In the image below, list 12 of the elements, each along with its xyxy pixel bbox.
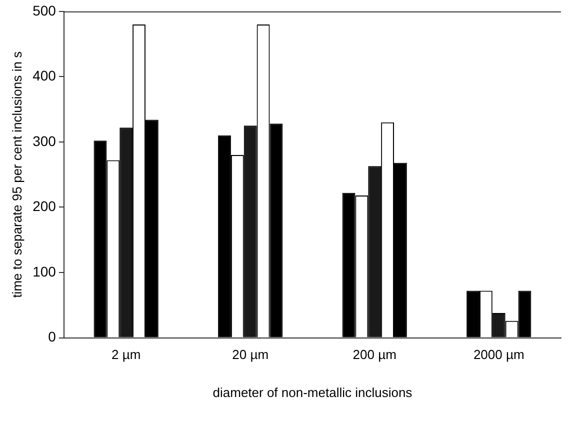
y-tick-label: 0 bbox=[48, 328, 56, 345]
y-tick-label: 400 bbox=[32, 68, 56, 84]
y-axis-title: time to separate 95 per cent inclusions in s bbox=[9, 50, 24, 298]
y-tick-label: 300 bbox=[32, 132, 56, 149]
x-tick-label: 200 µm bbox=[352, 347, 396, 362]
x-tick-label: 2 µm bbox=[112, 347, 141, 362]
x-axis-title: diameter of non-metallic inclusions bbox=[212, 384, 413, 400]
x-tick-label: 20 µm bbox=[232, 347, 269, 362]
y-tick-label: 100 bbox=[32, 263, 56, 280]
y-tick-label: 500 bbox=[32, 2, 56, 18]
y-tick-label: 200 bbox=[32, 198, 56, 214]
x-tick-label: 2000 µm bbox=[473, 347, 524, 362]
